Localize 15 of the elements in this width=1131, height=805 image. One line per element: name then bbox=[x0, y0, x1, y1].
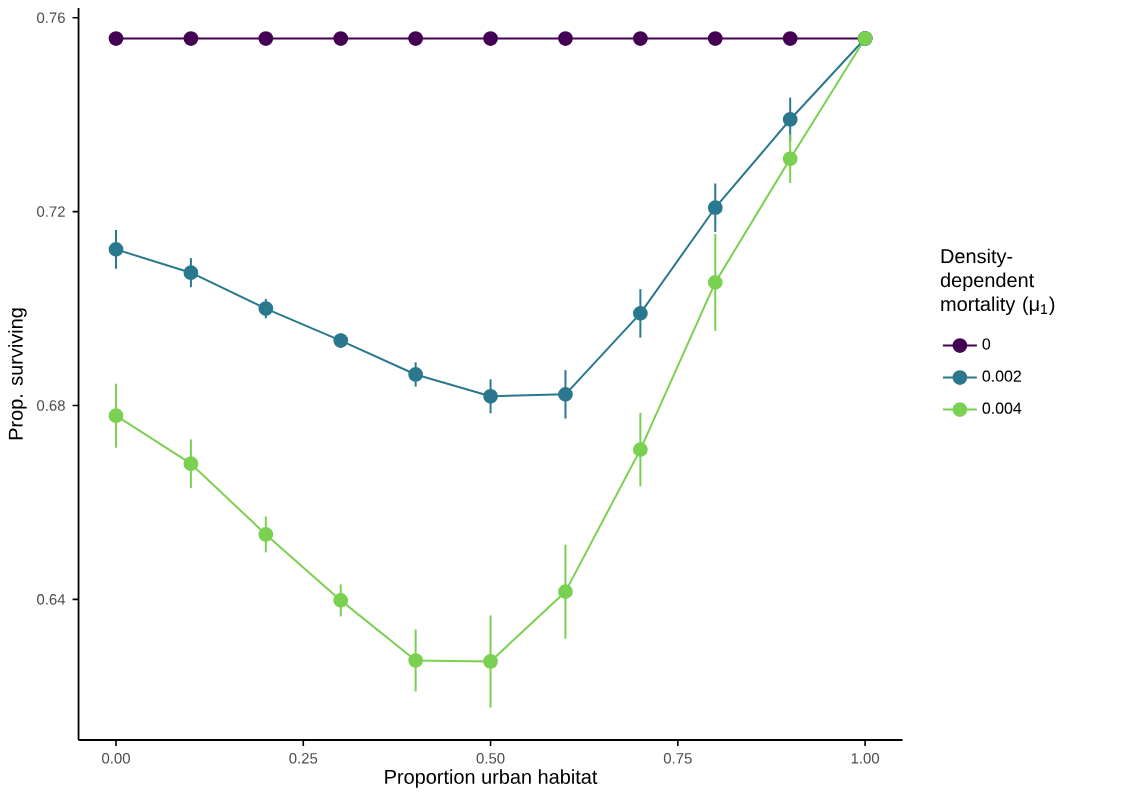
legend-label: 0.002 bbox=[982, 370, 1021, 382]
legend-label: 0 bbox=[982, 338, 991, 350]
x-tick-label: 0.75 bbox=[663, 753, 692, 764]
y-tick-label: 0.76 bbox=[37, 12, 65, 23]
x-tick-label: 0.50 bbox=[476, 753, 505, 764]
y-tick-label: 0.72 bbox=[37, 206, 65, 217]
x-tick-label: 1.00 bbox=[851, 753, 880, 764]
x-axis-title: Proportion urban habitat bbox=[385, 769, 598, 788]
legend-title: Density-dependent mortality (μ$_{1}$) bbox=[940, 248, 1055, 316]
y-tick-label: 0.64 bbox=[37, 594, 66, 605]
y-axis-title: Prop. surviving bbox=[8, 308, 27, 440]
y-tick-label: 0.68 bbox=[37, 400, 65, 411]
x-tick-label: 0.00 bbox=[102, 753, 130, 764]
legend-label: 0.004 bbox=[982, 402, 1022, 414]
x-tick-label: 0.25 bbox=[289, 753, 318, 764]
